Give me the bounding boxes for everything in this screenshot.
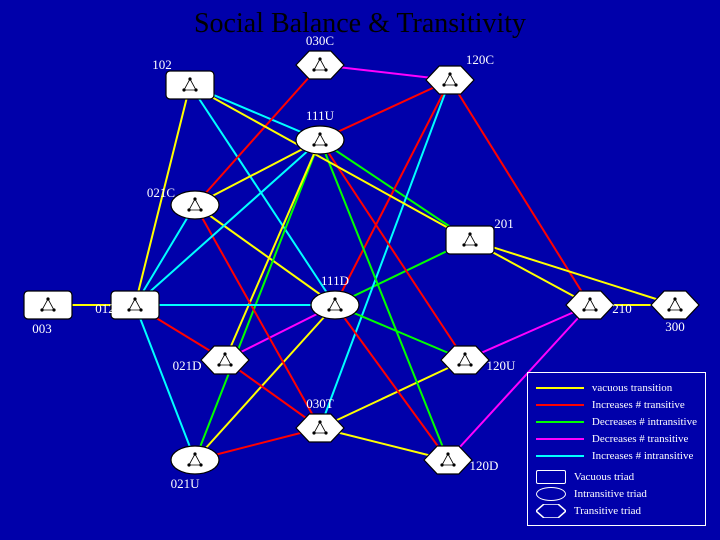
legend-label: Increases # intransitive xyxy=(592,450,693,462)
node-label: 012 xyxy=(95,301,115,316)
legend-line-row: Increases # transitive xyxy=(536,396,697,413)
edge xyxy=(335,80,450,305)
node-label: 030C xyxy=(306,33,334,48)
legend-label: Decreases # intransitive xyxy=(592,416,697,428)
node-label: 021U xyxy=(171,476,201,491)
legend-shape-icon xyxy=(536,487,566,501)
edge xyxy=(135,205,195,305)
node-label: 210 xyxy=(612,301,632,316)
node-label: 021C xyxy=(147,185,175,200)
node-label: 111U xyxy=(306,108,335,123)
edge xyxy=(225,140,320,360)
node-120D: 120D xyxy=(424,446,498,474)
node-label: 030T xyxy=(306,396,334,411)
node-021U: 021U xyxy=(171,446,219,491)
node-102: 102 xyxy=(152,57,214,99)
legend-label: Increases # transitive xyxy=(592,399,685,411)
legend-label: Decreases # transitive xyxy=(592,433,689,445)
legend-label: vacuous transition xyxy=(592,382,672,394)
legend-swatch xyxy=(536,421,584,423)
legend-shape-icon xyxy=(536,470,566,484)
node-201: 201 xyxy=(446,216,514,254)
legend-shape-row: Vacuous triad xyxy=(536,468,697,485)
legend-box: vacuous transition Increases # transitive… xyxy=(527,372,706,526)
legend-shape-row: Transitive triad xyxy=(536,502,697,519)
legend-shape-row: Intransitive triad xyxy=(536,485,697,502)
node-label: 120C xyxy=(466,52,494,67)
node-label: 300 xyxy=(665,319,685,334)
edge xyxy=(195,205,320,428)
legend-line-row: Increases # intransitive xyxy=(536,447,697,464)
node-label: 102 xyxy=(152,57,172,72)
node-003: 003 xyxy=(24,291,72,336)
node-120U: 120U xyxy=(441,346,516,374)
node-label: 120D xyxy=(470,458,499,473)
node-210: 210 xyxy=(566,291,632,319)
node-030T: 030T xyxy=(296,396,344,442)
legend-shape-icon xyxy=(536,504,566,518)
node-label: 201 xyxy=(494,216,514,231)
node-021D: 021D xyxy=(173,346,249,374)
legend-line-row: Decreases # intransitive xyxy=(536,413,697,430)
node-012: 012 xyxy=(95,291,159,319)
legend-label: Vacuous triad xyxy=(574,471,634,483)
edge xyxy=(135,305,195,460)
node-300: 300 xyxy=(651,291,699,334)
edge xyxy=(195,205,335,305)
node-label: 003 xyxy=(32,321,52,336)
legend-label: Intransitive triad xyxy=(574,488,647,500)
legend-label: Transitive triad xyxy=(574,505,641,517)
legend-swatch xyxy=(536,438,584,440)
edge xyxy=(320,140,465,360)
node-label: 021D xyxy=(173,358,202,373)
node-111U: 111U xyxy=(296,108,344,154)
node-030C: 030C xyxy=(296,33,344,79)
legend-swatch xyxy=(536,404,584,406)
legend-line-row: Decreases # transitive xyxy=(536,430,697,447)
legend-line-row: vacuous transition xyxy=(536,379,697,396)
legend-swatch xyxy=(536,387,584,389)
edge xyxy=(465,305,590,360)
node-label: 120U xyxy=(487,358,517,373)
edge xyxy=(135,140,320,305)
node-label: 111D xyxy=(321,273,349,288)
node-120C: 120C xyxy=(426,52,494,94)
legend-swatch xyxy=(536,455,584,457)
